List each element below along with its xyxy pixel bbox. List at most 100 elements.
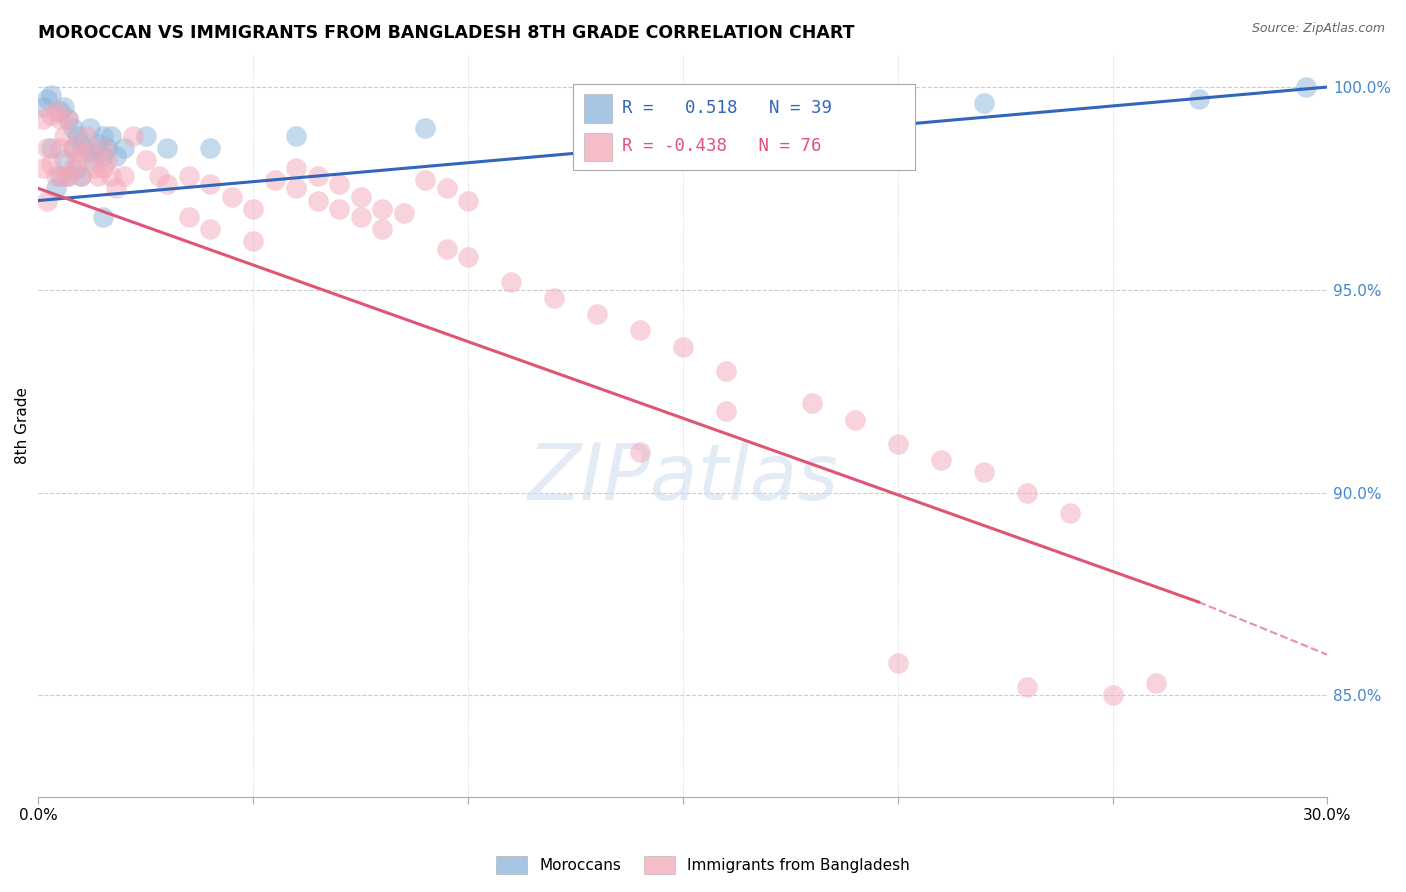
Point: [39, 108, 62, 122]
Point: [49, 112, 72, 127]
Point: [112, 169, 135, 184]
Point: [58, 169, 80, 184]
Point: [66, 161, 89, 175]
Point: [973, 96, 995, 111]
Point: [156, 178, 179, 192]
Point: [135, 128, 157, 143]
Point: [457, 251, 479, 265]
Point: [87, 136, 110, 151]
Point: [75, 128, 97, 143]
Point: [413, 173, 436, 187]
Point: [285, 181, 308, 195]
Point: [91, 141, 114, 155]
Point: [285, 128, 308, 143]
Point: [75, 141, 97, 155]
Point: [31, 112, 53, 127]
Point: [58, 112, 80, 127]
Point: [53, 153, 76, 167]
Point: [70, 136, 93, 151]
Point: [79, 145, 101, 159]
Point: [62, 161, 84, 175]
Point: [156, 141, 179, 155]
Point: [800, 396, 823, 410]
Point: [35, 92, 58, 106]
Point: [66, 128, 89, 143]
Point: [100, 128, 122, 143]
Point: [628, 445, 651, 459]
Point: [79, 145, 101, 159]
Point: [44, 104, 66, 119]
Point: [39, 157, 62, 171]
Point: [79, 120, 101, 135]
Point: [543, 291, 565, 305]
Point: [628, 323, 651, 337]
Point: [177, 210, 200, 224]
Point: [31, 161, 53, 175]
Text: R =   0.518   N = 39: R = 0.518 N = 39: [623, 99, 832, 117]
FancyBboxPatch shape: [583, 133, 612, 161]
Point: [371, 222, 394, 236]
Point: [104, 149, 127, 163]
Point: [328, 202, 350, 216]
Legend: Moroccans, Immigrants from Bangladesh: Moroccans, Immigrants from Bangladesh: [491, 850, 915, 880]
Point: [135, 153, 157, 167]
Point: [53, 100, 76, 114]
Point: [91, 149, 114, 163]
Point: [70, 169, 93, 184]
Point: [328, 178, 350, 192]
Point: [349, 189, 371, 203]
Point: [758, 104, 780, 119]
Point: [148, 169, 170, 184]
Point: [307, 194, 329, 208]
Point: [436, 181, 458, 195]
Point: [49, 169, 72, 184]
Point: [887, 437, 910, 451]
Text: ZIPatlas: ZIPatlas: [527, 440, 838, 516]
Point: [62, 120, 84, 135]
Point: [91, 128, 114, 143]
Point: [1144, 676, 1167, 690]
FancyBboxPatch shape: [583, 95, 612, 123]
Point: [35, 194, 58, 208]
Text: Source: ZipAtlas.com: Source: ZipAtlas.com: [1251, 22, 1385, 36]
Point: [887, 656, 910, 670]
Point: [104, 181, 127, 195]
Point: [1059, 506, 1081, 520]
Point: [392, 205, 415, 219]
Point: [499, 275, 522, 289]
Point: [122, 128, 145, 143]
Point: [285, 161, 308, 175]
Point: [49, 141, 72, 155]
Point: [586, 307, 609, 321]
Point: [221, 189, 243, 203]
Point: [1187, 92, 1209, 106]
Point: [1015, 680, 1038, 694]
Point: [973, 465, 995, 479]
Point: [349, 210, 371, 224]
Point: [1295, 80, 1317, 95]
Point: [929, 453, 952, 467]
Point: [44, 169, 66, 184]
Point: [39, 141, 62, 155]
Point: [177, 169, 200, 184]
Point: [31, 100, 53, 114]
Point: [242, 202, 264, 216]
Point: [1101, 688, 1123, 702]
Point: [91, 210, 114, 224]
Point: [672, 340, 695, 354]
Point: [62, 141, 84, 155]
Point: [96, 141, 118, 155]
Point: [436, 242, 458, 256]
Text: R = -0.438   N = 76: R = -0.438 N = 76: [623, 136, 821, 154]
Point: [714, 404, 737, 418]
Point: [58, 169, 80, 184]
Point: [91, 161, 114, 175]
Point: [242, 234, 264, 248]
Point: [1015, 485, 1038, 500]
FancyBboxPatch shape: [574, 84, 915, 169]
Point: [200, 141, 222, 155]
Point: [58, 112, 80, 127]
Point: [83, 153, 105, 167]
Text: MOROCCAN VS IMMIGRANTS FROM BANGLADESH 8TH GRADE CORRELATION CHART: MOROCCAN VS IMMIGRANTS FROM BANGLADESH 8…: [38, 24, 855, 42]
Point: [49, 104, 72, 119]
